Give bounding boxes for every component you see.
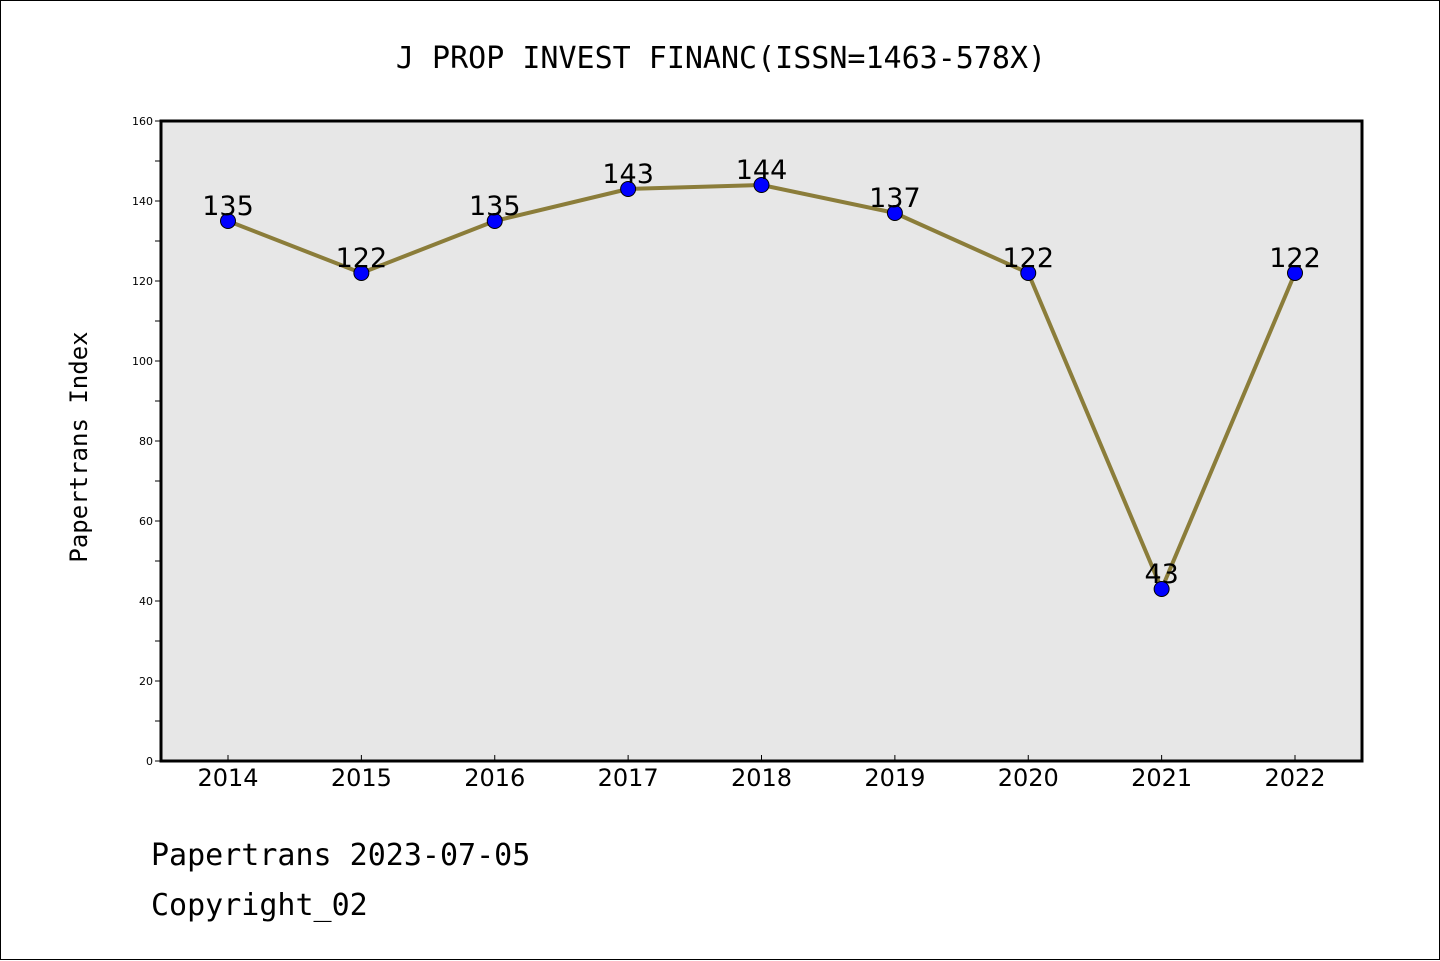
footer-copyright: Copyright_02 (151, 888, 368, 923)
y-tick-label: 60 (139, 515, 153, 528)
data-label: 143 (602, 159, 654, 190)
y-axis-label: Papertrans Index (65, 331, 93, 562)
x-axis: 2014 2015 2016 2017 2018 2019 2020 2021 2022 (197, 755, 1326, 792)
data-point (1287, 265, 1303, 281)
data-label: 135 (469, 191, 521, 222)
data-label: 135 (202, 191, 254, 222)
y-tick-label: 80 (139, 435, 153, 448)
chart-title: J PROP INVEST FINANC(ISSN=1463-578X) (396, 41, 1046, 76)
y-tick-label: 140 (132, 195, 153, 208)
y-tick-label: 20 (139, 675, 153, 688)
data-labels-group: 135 122 135 143 144 137 122 43 122 (202, 155, 1321, 590)
y-tick-label: 120 (132, 275, 153, 288)
y-axis: 0 20 40 60 80 100 120 140 160 (132, 115, 161, 768)
x-tick-label: 2016 (464, 764, 525, 792)
data-point (620, 181, 637, 197)
y-tick-label: 160 (132, 115, 153, 128)
footer-date: Papertrans 2023-07-05 (151, 838, 530, 873)
data-point (753, 177, 770, 193)
plot-area (159, 119, 1364, 763)
x-tick-label: 2018 (731, 764, 792, 792)
data-point (1020, 265, 1037, 281)
markers-group (220, 177, 1303, 597)
data-label: 43 (1144, 559, 1178, 590)
y-tick-label: 100 (132, 355, 153, 368)
data-label: 122 (1002, 243, 1054, 274)
data-label: 122 (336, 243, 388, 274)
x-tick-label: 2020 (998, 764, 1059, 792)
data-label: 122 (1269, 243, 1321, 274)
y-tick-label: 40 (139, 595, 153, 608)
data-point (886, 205, 903, 221)
x-tick-label: 2014 (197, 764, 258, 792)
y-tick-label: 0 (146, 755, 153, 768)
data-point (486, 213, 503, 229)
x-tick-label: 2017 (598, 764, 659, 792)
data-point (1153, 581, 1170, 597)
x-tick-label: 2015 (331, 764, 392, 792)
x-tick-label: 2022 (1264, 764, 1325, 792)
x-tick-label: 2021 (1131, 764, 1192, 792)
x-tick-label: 2019 (864, 764, 925, 792)
data-point (220, 213, 236, 229)
data-point (353, 265, 370, 281)
data-label: 144 (736, 155, 788, 186)
data-label: 137 (869, 183, 921, 214)
